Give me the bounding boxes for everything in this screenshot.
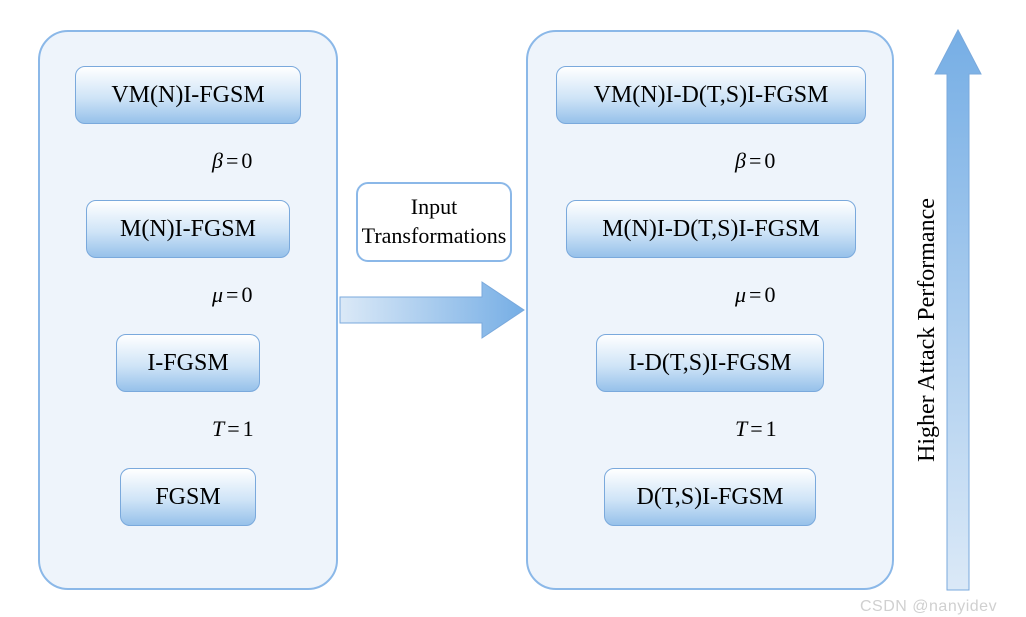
right-node-r3: D(T,S)I-FGSM <box>604 468 816 526</box>
left-node-l0: VM(N)I-FGSM <box>75 66 301 124</box>
html-layer: VM(N)I-FGSM M(N)I-FGSM I-FGSM FGSM VM(N)I-D(… <box>0 0 1026 617</box>
middle-line2: Transformations <box>362 222 507 251</box>
watermark: CSDN @nanyidev <box>860 598 997 616</box>
edge-label-ra2: T=1 <box>735 416 777 442</box>
edge-label-la2: T=1 <box>212 416 254 442</box>
edge-label-ra0: β=0 <box>735 148 775 174</box>
middle-line1: Input <box>411 193 457 222</box>
left-node-l2: I-FGSM <box>116 334 260 392</box>
edge-label-ra1: μ=0 <box>735 282 775 308</box>
right-node-r2: I-D(T,S)I-FGSM <box>596 334 824 392</box>
performance-label: Higher Attack Performance <box>914 130 941 530</box>
node-label: VM(N)I-D(T,S)I-FGSM <box>594 82 829 109</box>
right-node-r1: M(N)I-D(T,S)I-FGSM <box>566 200 856 258</box>
node-label: FGSM <box>155 484 220 511</box>
node-label: M(N)I-D(T,S)I-FGSM <box>602 216 820 243</box>
node-label: I-D(T,S)I-FGSM <box>629 350 792 377</box>
edge-label-la0: β=0 <box>212 148 252 174</box>
node-label: I-FGSM <box>147 350 228 377</box>
left-node-l3: FGSM <box>120 468 256 526</box>
node-label: D(T,S)I-FGSM <box>637 484 784 511</box>
left-node-l1: M(N)I-FGSM <box>86 200 290 258</box>
node-label: M(N)I-FGSM <box>120 216 256 243</box>
input-transformations-box: InputTransformations <box>356 182 512 262</box>
right-node-r0: VM(N)I-D(T,S)I-FGSM <box>556 66 866 124</box>
node-label: VM(N)I-FGSM <box>111 82 264 109</box>
edge-label-la1: μ=0 <box>212 282 252 308</box>
